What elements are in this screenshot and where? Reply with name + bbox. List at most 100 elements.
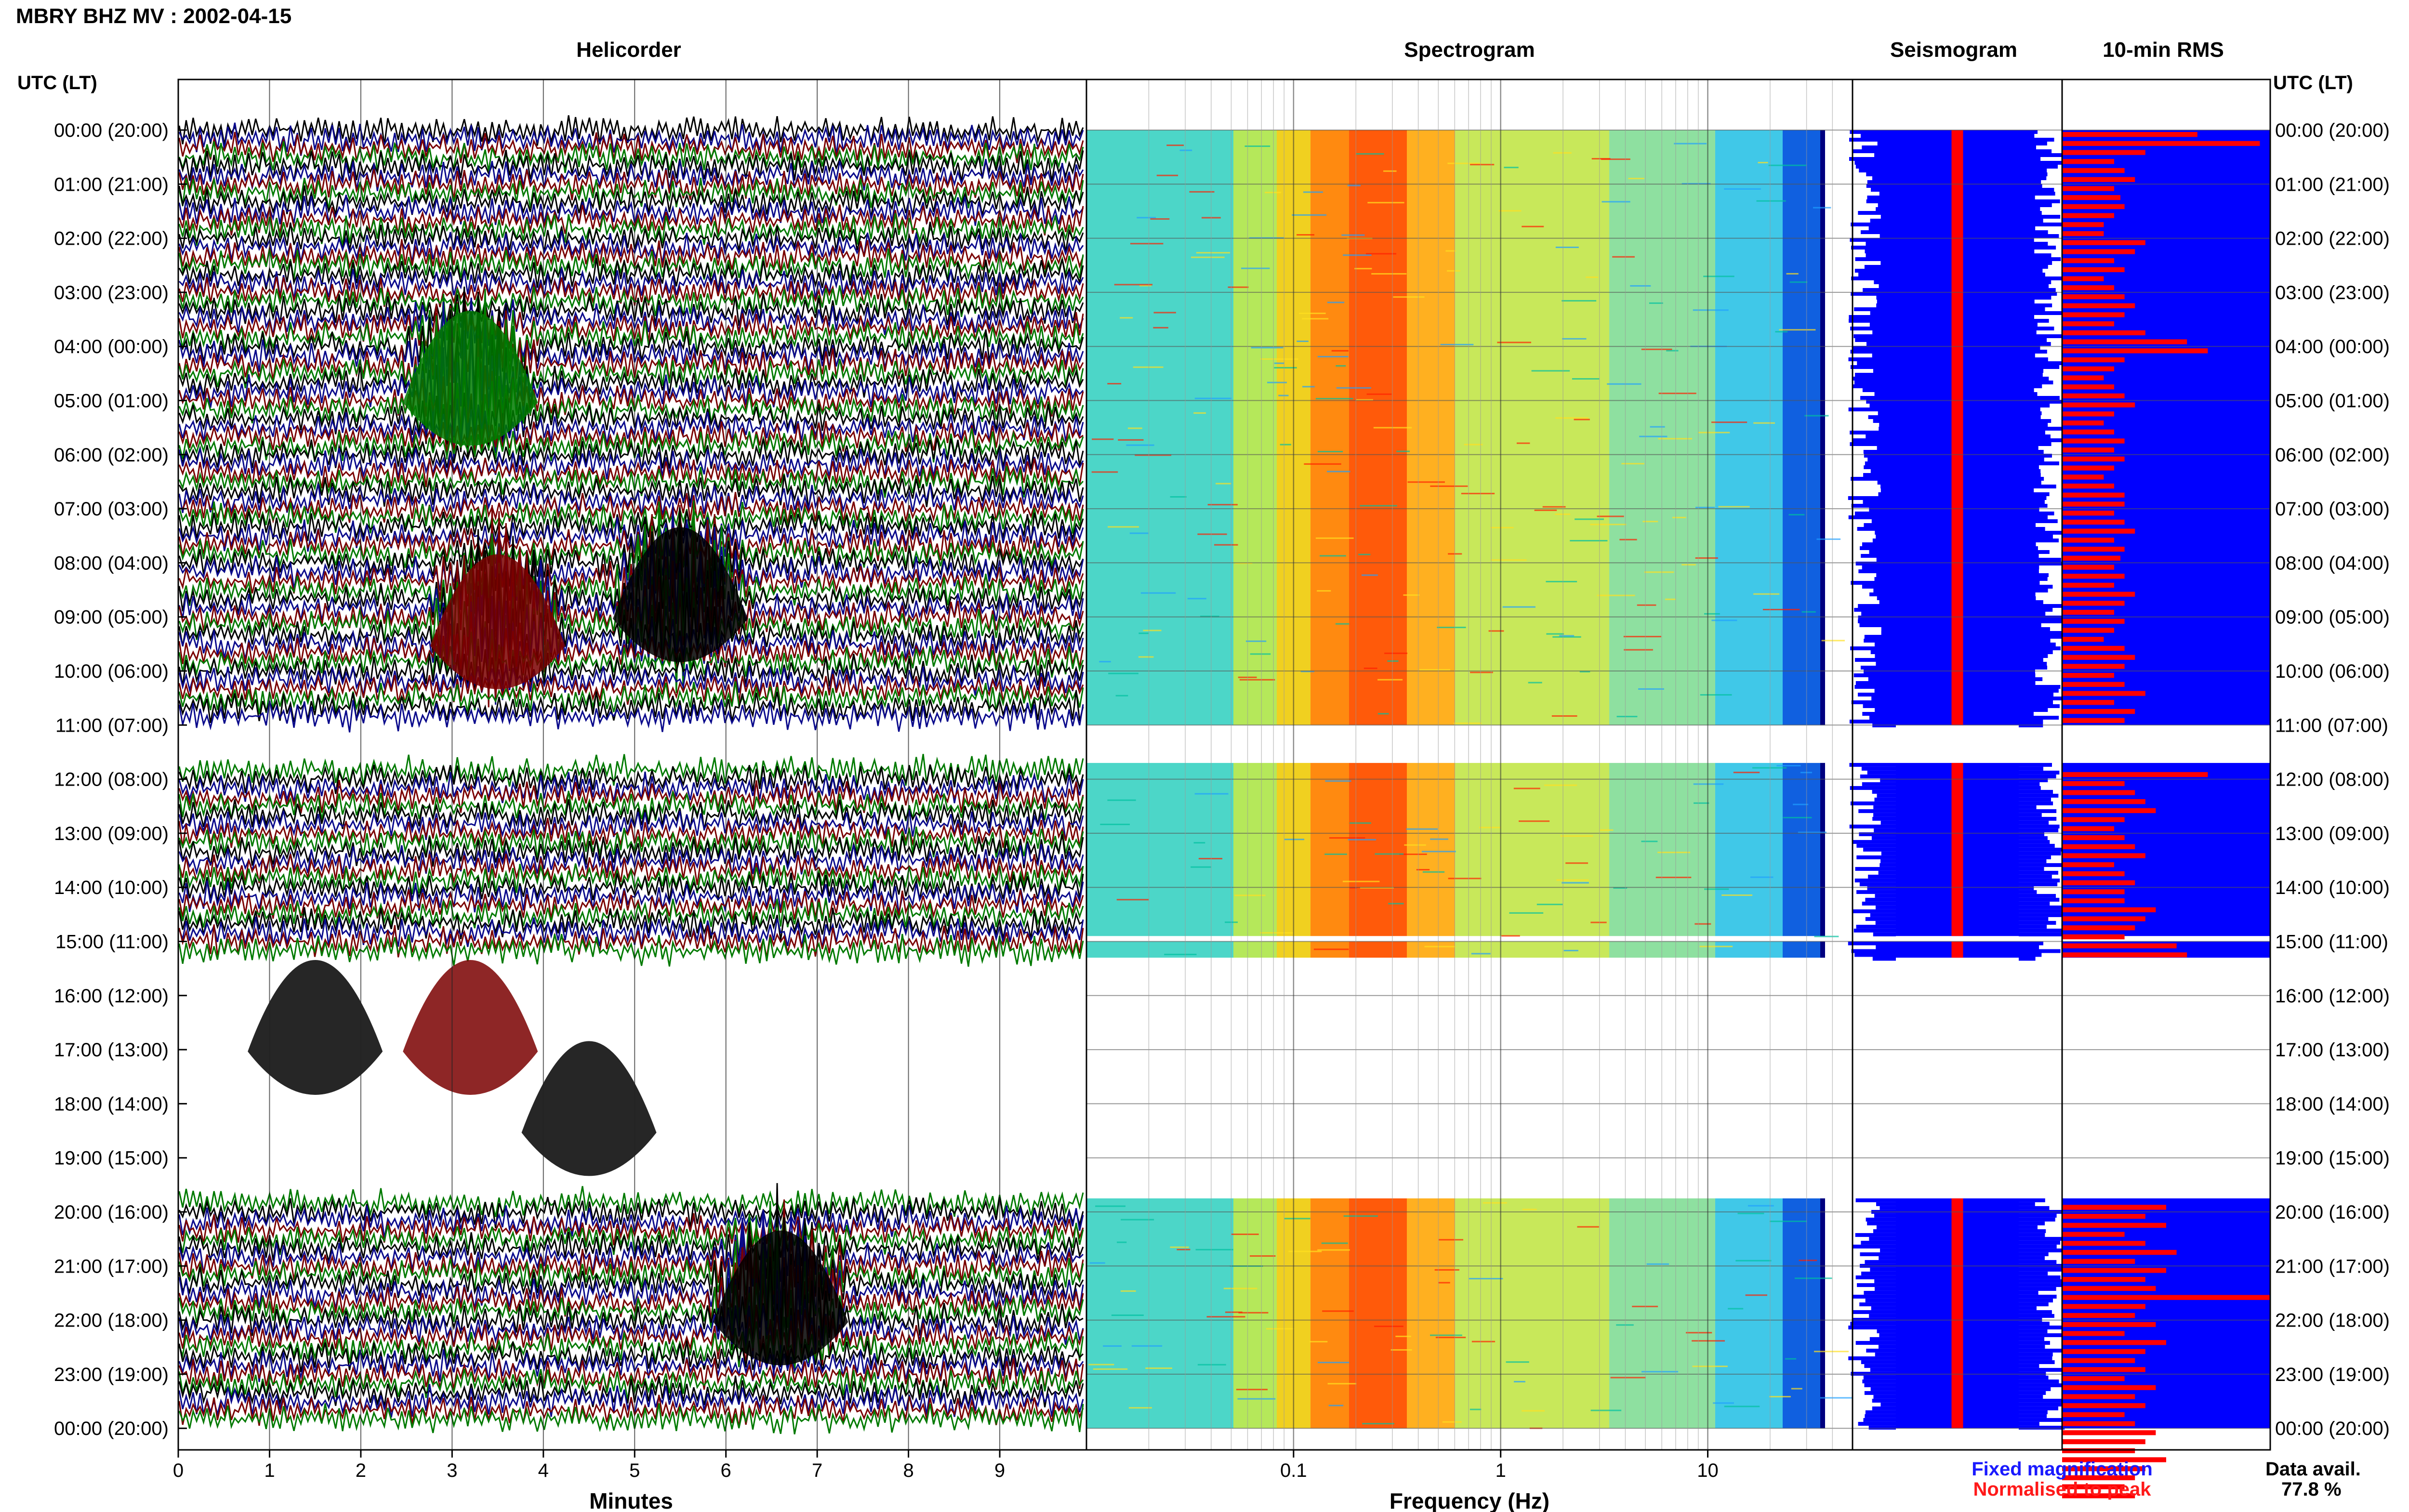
seismogram-fixed-edge (1869, 1236, 1896, 1241)
seismogram-fixed-edge (2019, 450, 2044, 454)
spectrogram-speckle (1793, 803, 1809, 805)
time-tick-label-right: 04:00 (00:00) (2275, 336, 2390, 357)
seismogram-fixed-edge (2019, 577, 2048, 581)
frequency-tick-label: 0.1 (1280, 1460, 1307, 1481)
seismogram-fixed-edge (2019, 377, 2049, 381)
helicorder-trace (178, 764, 1084, 796)
seismogram-fixed-edge (2019, 396, 2060, 400)
spectrogram-band (1783, 941, 1825, 958)
seismogram-fixed-edge (1857, 361, 1896, 365)
time-tick-label-left: 15:00 (11:00) (55, 932, 169, 953)
helicorder-trace (178, 1196, 1084, 1349)
time-tick-label-left: 05:00 (01:00) (54, 391, 169, 412)
seismogram-fixed-edge (2019, 365, 2060, 369)
seismogram-fixed-edge (2019, 207, 2040, 211)
spectrogram-speckle (1559, 635, 1575, 637)
seismogram-fixed-edge (1873, 1394, 1896, 1399)
seismogram-fixed-edge (2019, 1421, 2039, 1426)
spectrogram-speckle (1693, 783, 1724, 785)
seismogram-fixed-edge (2019, 504, 2048, 508)
seismogram-fixed-edge (1880, 215, 1896, 219)
rms-bar (2062, 1412, 2125, 1418)
seismogram-fixed-edge (2019, 196, 2035, 199)
spectrogram-speckle (1733, 772, 1760, 774)
seismogram-fixed-edge (2019, 840, 2050, 844)
rms-bar (2062, 159, 2114, 164)
helicorder-event (403, 311, 538, 446)
spectrogram-speckle (1546, 580, 1577, 582)
seismogram-fixed-edge (2019, 1375, 2049, 1380)
spectrogram-speckle (1570, 540, 1608, 542)
seismogram-fixed-edge (1860, 1252, 1896, 1256)
spectrogram-speckle (1440, 343, 1474, 345)
helicorder-trace (178, 122, 1084, 156)
seismogram-fixed-edge (2019, 778, 2048, 782)
spectrogram-speckle (1302, 318, 1329, 320)
spectrogram-speckle (1522, 1209, 1537, 1210)
helicorder-trace (178, 924, 1084, 958)
seismogram-fixed-edge (1861, 230, 1896, 234)
rms-bar (2062, 546, 2125, 552)
spectrogram-band (1820, 763, 1825, 936)
seismogram-fixed-edge (2019, 485, 2056, 488)
seismogram-fixed-edge (1863, 500, 1896, 504)
seismogram-fixed-edge (1849, 763, 1896, 767)
seismogram-fixed-edge (2019, 250, 2035, 253)
seismogram-fixed-edge (2019, 311, 2066, 315)
seismogram-fixed-edge (1865, 1414, 1896, 1418)
rms-bar (2062, 1205, 2166, 1210)
helicorder-trace (178, 1358, 1084, 1391)
spectrogram-speckle (1650, 426, 1665, 428)
helicorder-trace (178, 177, 1084, 210)
seismogram-fixed-edge (2019, 890, 2037, 894)
spectrogram-speckle (1120, 1290, 1136, 1292)
seismogram-fixed-edge (1855, 658, 1896, 662)
seismogram-fixed-edge (2019, 589, 2048, 592)
seismogram-fixed-edge (2019, 569, 2039, 573)
rms-bar (2062, 1349, 2145, 1354)
rms-bar (2062, 709, 2135, 714)
seismogram-fixed-edge (2019, 542, 2036, 546)
seismogram-fixed-edge (2019, 438, 2062, 442)
seismogram-fixed-edge (1866, 1348, 1896, 1353)
spectrogram-speckle (1619, 539, 1637, 540)
seismogram-fixed-edge (2019, 945, 2039, 949)
helicorder-trace (178, 799, 1084, 831)
spectrogram-speckle (1768, 164, 1806, 166)
time-tick-label-left: 21:00 (17:00) (54, 1256, 169, 1277)
seismogram-fixed-edge (2019, 1244, 2057, 1249)
time-tick-label-right: 21:00 (17:00) (2275, 1256, 2390, 1277)
spectrogram-speckle (1642, 521, 1658, 523)
spectrogram-speckle (1498, 210, 1522, 212)
time-tick-label-left: 00:00 (20:00) (54, 1418, 169, 1439)
helicorder-trace (178, 1199, 1084, 1315)
spectrogram-speckle (1479, 827, 1501, 828)
rms-bar (2062, 141, 2260, 146)
helicorder-trace (178, 276, 1084, 308)
rms-bar (2062, 538, 2114, 543)
seismogram-fixed-edge (1881, 627, 1896, 631)
seismogram-fixed-edge (2019, 596, 2036, 600)
seismogram-fixed-edge (1856, 924, 1896, 929)
time-tick-label-right: 00:00 (20:00) (2275, 120, 2390, 141)
spectrogram-band (1455, 130, 1609, 725)
seismogram-fixed-edge (1876, 1225, 1896, 1229)
spectrogram-speckle (1138, 656, 1154, 658)
seismogram-fixed-edge (2019, 878, 2060, 882)
time-tick-label-left: 06:00 (02:00) (54, 445, 169, 466)
rms-bar (2062, 204, 2125, 210)
rms-bar (2062, 835, 2125, 841)
helicorder-trace (178, 897, 1084, 930)
seismogram-fixed-edge (2019, 161, 2063, 165)
spectrogram-speckle (1600, 829, 1614, 831)
seismogram-fixed-edge (1853, 928, 1896, 933)
rms-bar (2062, 177, 2135, 182)
seismogram-fixed-edge (2019, 720, 2043, 723)
spectrogram-speckle (1624, 649, 1653, 651)
seismogram-fixed-edge (2019, 531, 2066, 535)
seismogram-fixed-edge (1874, 643, 1896, 646)
helicorder-trace (178, 516, 1084, 568)
seismogram-fixed-edge (2019, 774, 2056, 778)
spectrogram-speckle (1399, 854, 1427, 855)
seismogram-fixed-edge (1864, 1383, 1896, 1387)
